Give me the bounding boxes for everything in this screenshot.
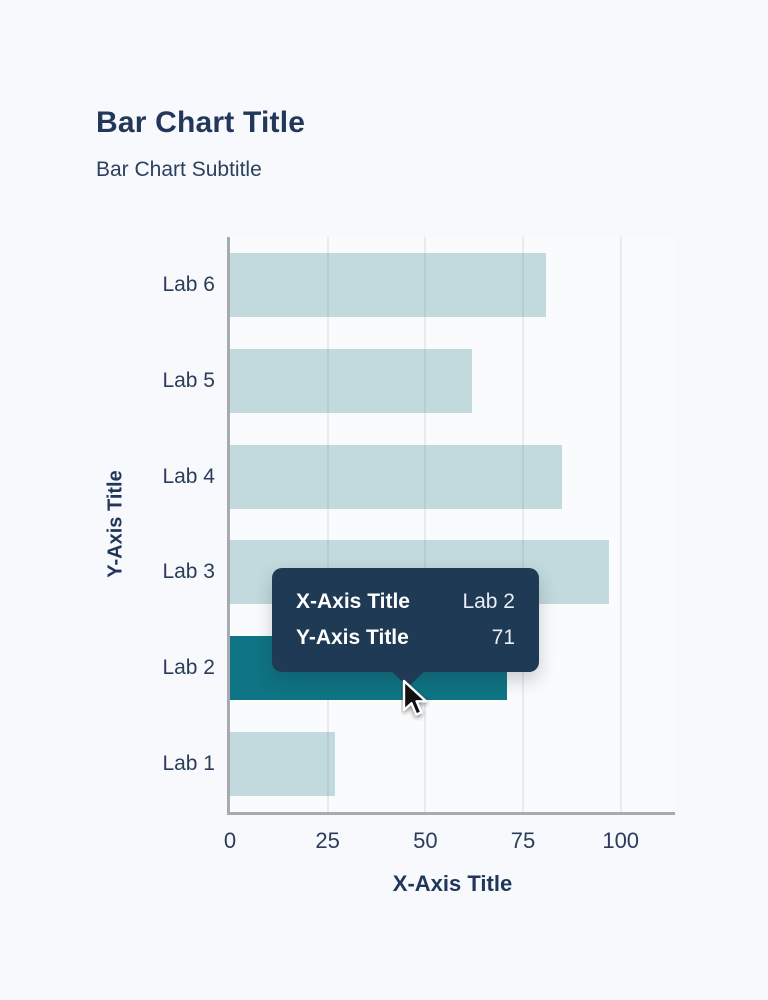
x-tick-label: 100 [602,828,640,853]
category-label: Lab 1 [162,752,215,776]
bar-lab-4[interactable] [230,444,563,509]
category-label: Lab 5 [162,368,215,392]
gridline [326,237,329,812]
tooltip: X-Axis Title Lab 2 Y-Axis Title 71 [272,568,539,687]
bar-lab-6[interactable] [230,252,547,317]
plot-area [227,237,675,815]
mouse-cursor-icon [402,679,428,716]
tooltip-row-label: Y-Axis Title [296,626,409,649]
category-label: Lab 6 [162,272,215,296]
tooltip-caret [392,672,424,687]
x-tick-label: 25 [315,828,340,853]
gridline [619,237,622,812]
tooltip-row-label: X-Axis Title [296,590,410,613]
tooltip-row: Y-Axis Title 71 [296,620,515,656]
category-label: Lab 4 [162,464,215,488]
category-label: Lab 2 [162,656,215,680]
y-axis-category-labels: Lab 6 Lab 5 Lab 4 Lab 3 Lab 2 Lab 1 [0,237,215,812]
x-tick-label: 75 [510,828,536,853]
gridline [522,237,525,812]
chart-subtitle: Bar Chart Subtitle [96,158,262,181]
tooltip-row: X-Axis Title Lab 2 [296,584,515,620]
category-label: Lab 3 [162,560,215,584]
chart-header: Bar Chart Title Bar Chart Subtitle [96,104,305,183]
chart-title: Bar Chart Title [96,106,306,139]
gridline [424,237,427,812]
x-axis-title: X-Axis Title [392,871,513,896]
x-tick-label: 50 [413,828,438,853]
bar-lab-5[interactable] [230,348,473,413]
bar-lab-1[interactable] [230,732,336,797]
tooltip-row-value: Lab 2 [462,590,515,613]
x-axis-tick-labels: 0 25 50 75 100 [224,828,675,856]
tooltip-row-value: 71 [491,626,515,649]
x-tick-label: 0 [223,828,237,853]
